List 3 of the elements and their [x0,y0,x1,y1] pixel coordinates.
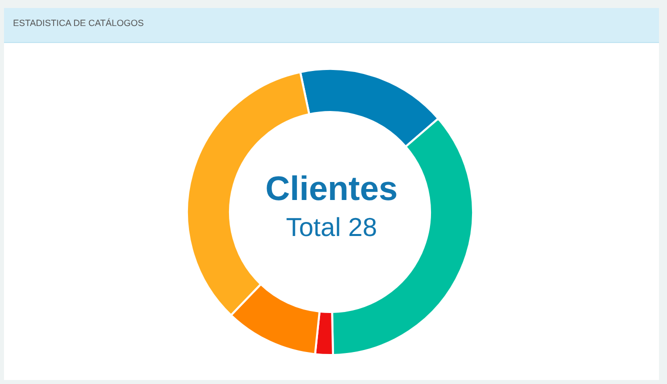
text: Clientes [265,170,398,208]
text: ESTADISTICA DE CATÁLOGOS [4,8,659,43]
text: Total 28 [286,212,378,242]
